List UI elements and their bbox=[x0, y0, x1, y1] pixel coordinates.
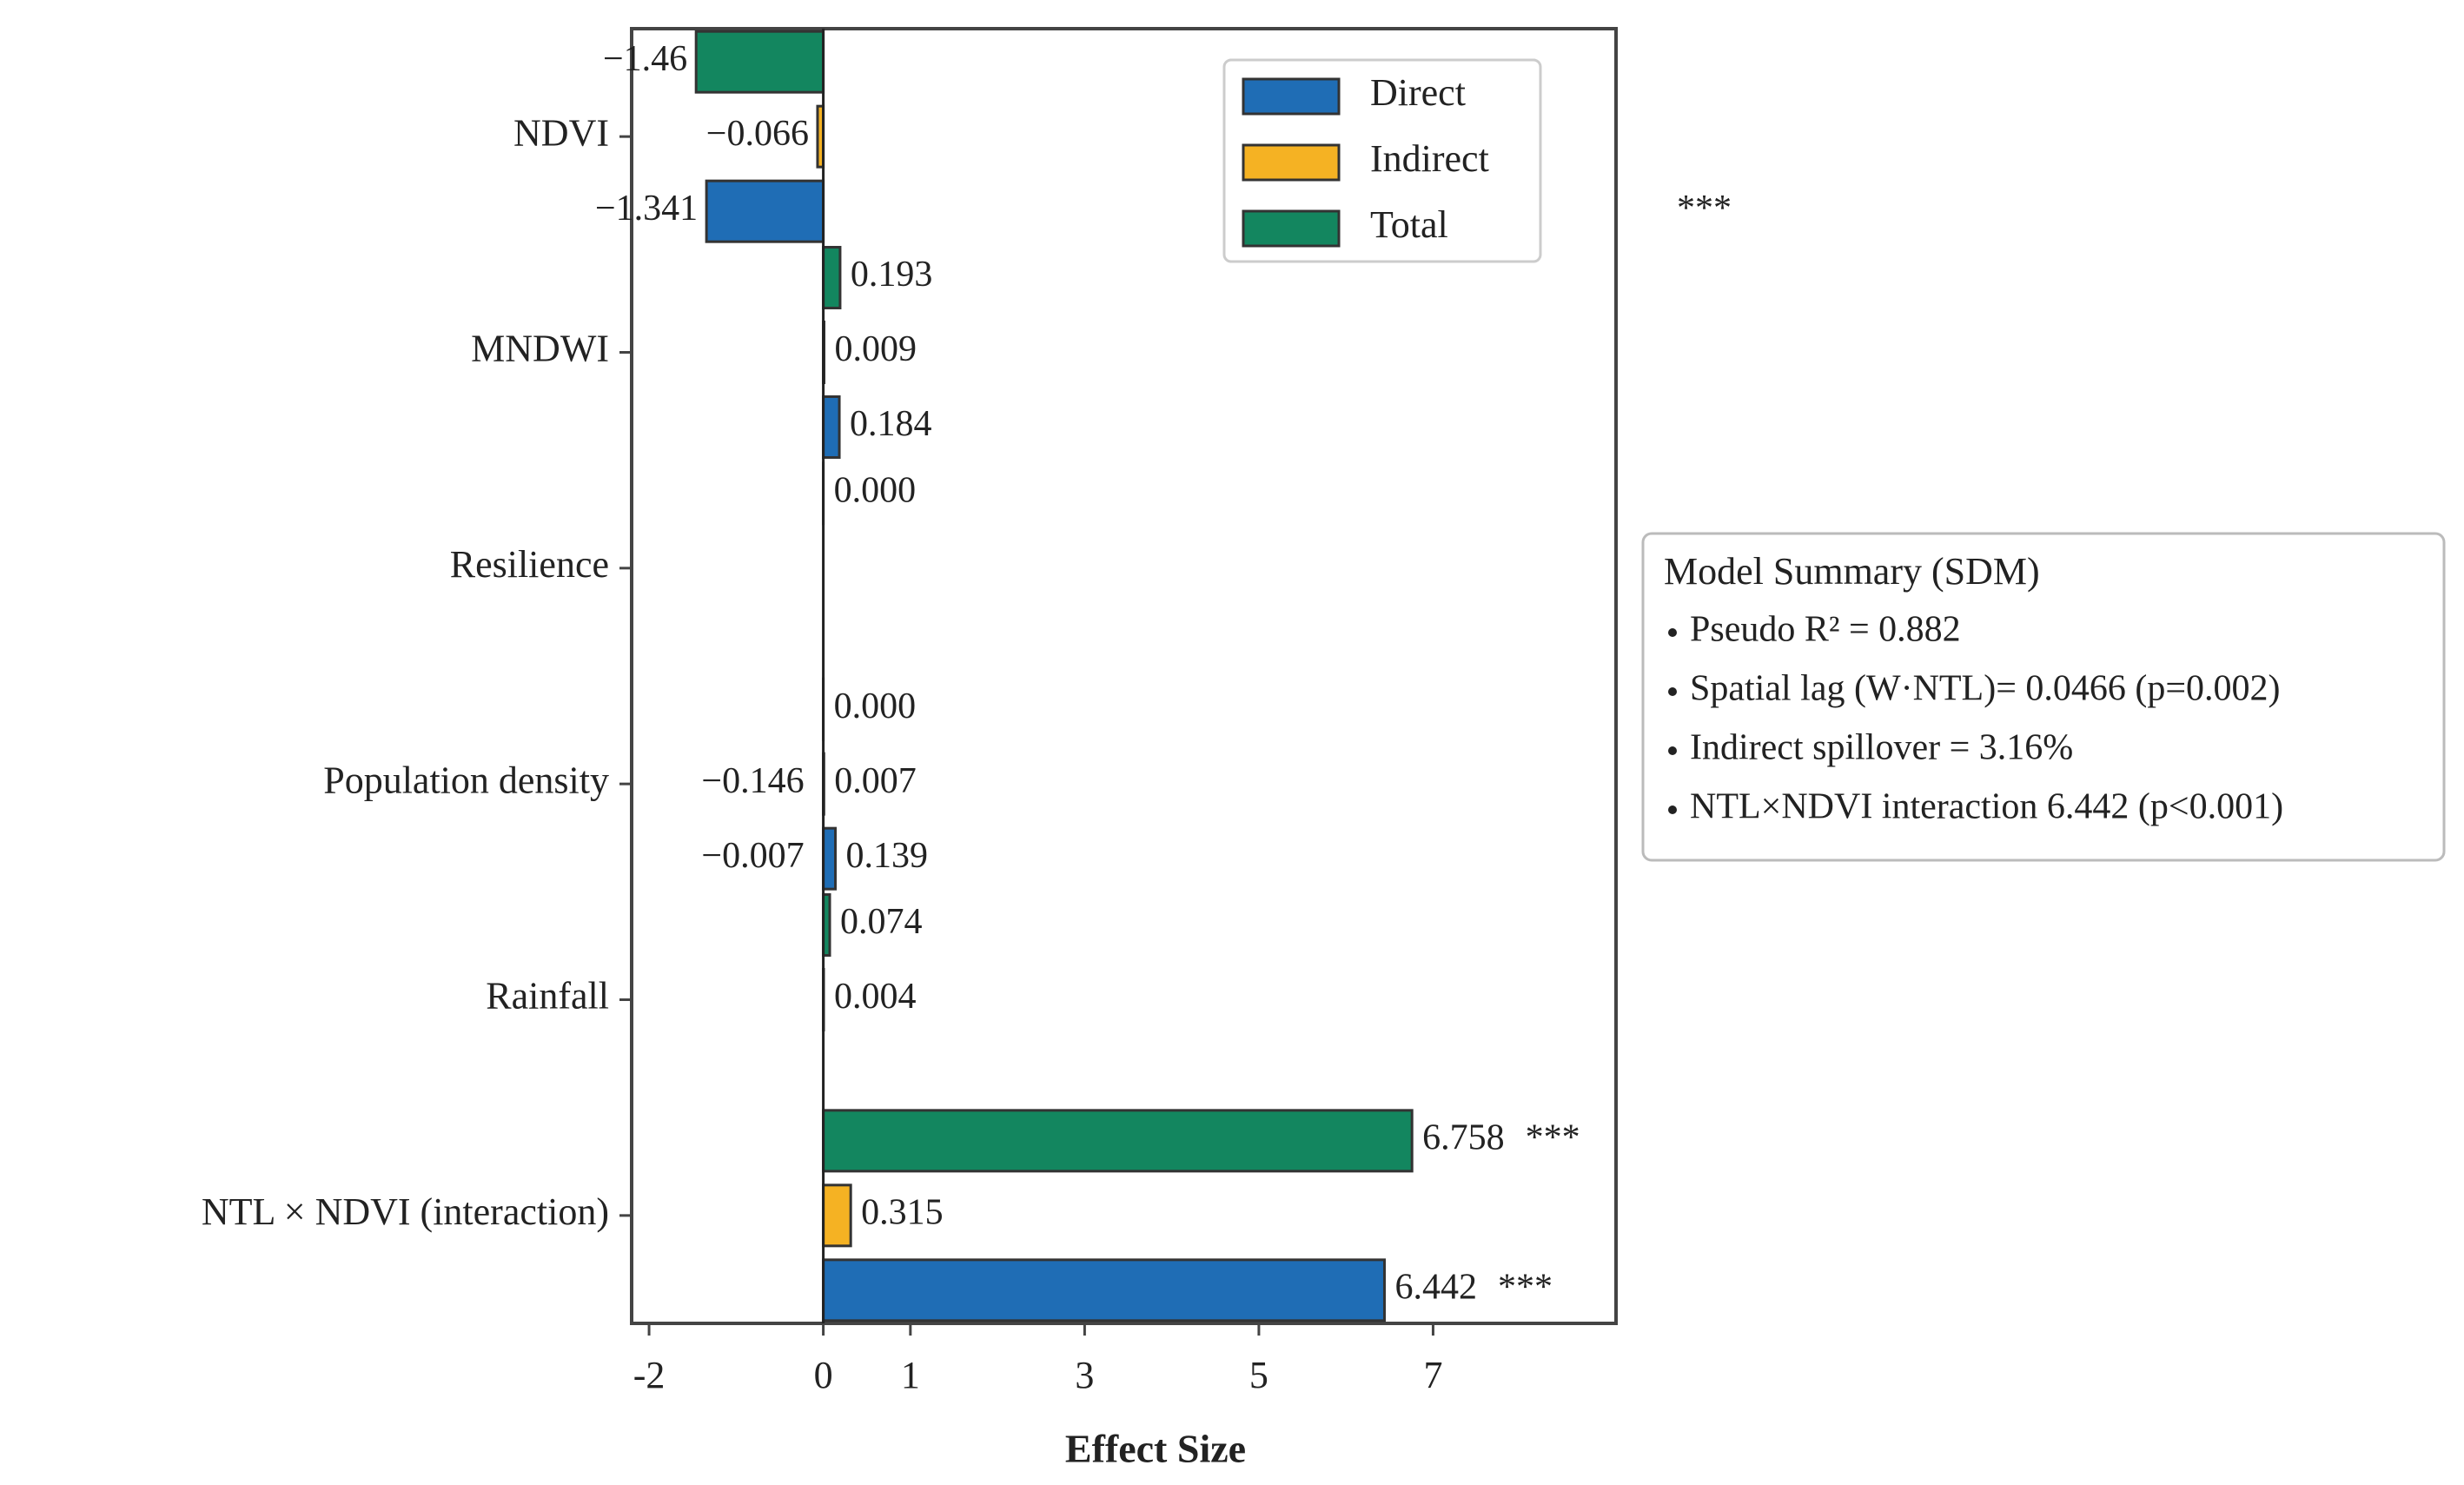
side-label: −0.146 bbox=[701, 761, 804, 801]
value-label: −1.341 bbox=[595, 189, 698, 229]
bar bbox=[705, 179, 825, 243]
summary-line: Spatial lag (W·NTL)= 0.0466 (p=0.002) bbox=[1690, 669, 2281, 709]
y-tick-label: Resilience bbox=[450, 543, 609, 586]
significance-stars: *** bbox=[1498, 1267, 1553, 1307]
value-label: 0.074 bbox=[840, 902, 922, 942]
significance-stars: *** bbox=[1677, 189, 1732, 229]
bullet bbox=[1668, 746, 1677, 755]
value-label: 6.442 bbox=[1394, 1267, 1477, 1307]
bar bbox=[694, 30, 825, 94]
legend-swatch bbox=[1242, 143, 1341, 182]
plot-frame bbox=[630, 27, 1618, 1325]
value-label: 0.315 bbox=[861, 1192, 944, 1232]
summary-line: Indirect spillover = 3.16% bbox=[1690, 728, 2073, 768]
y-tick-label: Population density bbox=[323, 759, 609, 801]
y-tick-label: MNDWI bbox=[471, 328, 609, 370]
summary-line: Pseudo R² = 0.882 bbox=[1690, 610, 1961, 650]
bar bbox=[822, 395, 841, 459]
summary-title: Model Summary (SDM) bbox=[1664, 550, 2040, 593]
value-label: 0.193 bbox=[851, 255, 933, 295]
side-label: −0.007 bbox=[701, 836, 804, 876]
legend-swatch bbox=[1242, 209, 1341, 248]
legend-label: Direct bbox=[1370, 71, 1466, 114]
bar bbox=[822, 826, 838, 891]
legend-label: Total bbox=[1370, 203, 1448, 246]
summary-line: NTL×NDVI interaction 6.442 (p<0.001) bbox=[1690, 787, 2283, 827]
value-label: 0.000 bbox=[834, 470, 916, 510]
bar bbox=[822, 1258, 1386, 1323]
x-tick-label: 1 bbox=[901, 1354, 920, 1396]
x-tick-label: 7 bbox=[1423, 1354, 1442, 1396]
legend-label: Indirect bbox=[1370, 137, 1489, 180]
value-label: 0.004 bbox=[834, 977, 917, 1017]
bullet bbox=[1668, 805, 1677, 814]
summary-box bbox=[1641, 532, 2446, 862]
x-tick-label: 3 bbox=[1075, 1354, 1094, 1396]
bar bbox=[822, 246, 842, 309]
value-label: 0.009 bbox=[834, 329, 917, 369]
bar bbox=[822, 1183, 852, 1248]
value-label: 0.000 bbox=[834, 686, 916, 726]
value-label: −0.066 bbox=[706, 114, 809, 154]
y-tick-label: NDVI bbox=[513, 111, 609, 154]
significance-stars: *** bbox=[1526, 1117, 1580, 1157]
x-tick-label: -2 bbox=[633, 1354, 666, 1396]
y-tick-label: NTL × NDVI (interaction) bbox=[202, 1190, 609, 1233]
value-label: 0.139 bbox=[846, 836, 929, 876]
bullet bbox=[1668, 687, 1677, 696]
x-tick-label: 0 bbox=[814, 1354, 833, 1396]
value-label: −1.46 bbox=[603, 39, 687, 79]
y-tick-label: Rainfall bbox=[486, 975, 609, 1018]
bar bbox=[822, 1109, 1414, 1173]
x-tick-label: 5 bbox=[1249, 1354, 1268, 1396]
value-label: 0.184 bbox=[850, 404, 932, 444]
value-label: 0.007 bbox=[834, 761, 916, 801]
bullet bbox=[1668, 628, 1677, 637]
x-axis-label: Effect Size bbox=[1065, 1427, 1246, 1471]
value-label: 6.758 bbox=[1422, 1117, 1505, 1157]
legend-swatch bbox=[1242, 77, 1341, 116]
